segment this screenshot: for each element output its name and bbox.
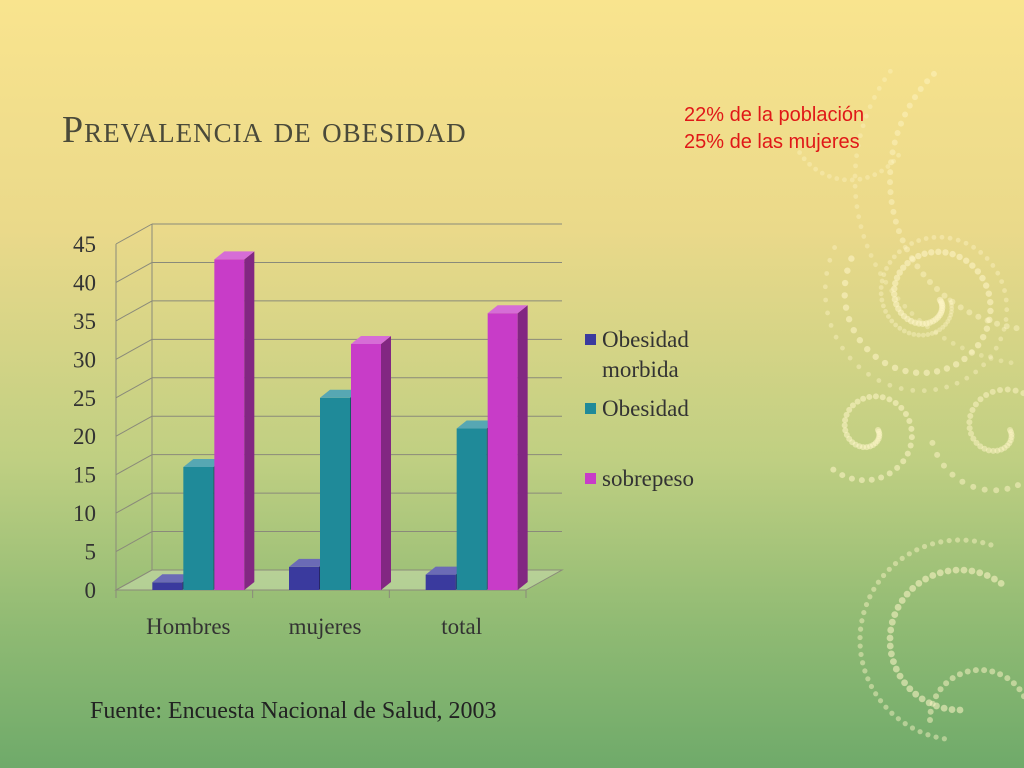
legend-swatch-sobrepeso: [585, 473, 596, 484]
bar-top: [289, 558, 329, 567]
bar-front: [456, 428, 487, 590]
bar: [487, 305, 528, 590]
gridline-diagonal: [115, 454, 153, 476]
y-tick-label: 30: [73, 347, 96, 372]
y-tick-label: 45: [73, 232, 96, 257]
legend-swatch-obesidad: [585, 403, 596, 414]
bar: [214, 251, 255, 590]
bar-front: [351, 343, 381, 590]
y-tick-label: 5: [85, 540, 97, 565]
gridline-diagonal: [115, 415, 153, 437]
bar-top: [487, 305, 528, 314]
bar-top: [351, 335, 391, 344]
gridline-diagonal: [115, 531, 153, 552]
bar-front: [320, 397, 350, 590]
gridline-diagonal: [115, 492, 153, 514]
gridline-diagonal: [115, 223, 153, 245]
women-note-line: 25% de las mujeres: [684, 131, 860, 153]
bar-top: [425, 566, 466, 575]
gridline-diagonal: [115, 338, 153, 360]
chart-tick-labels: 0 5 10 15 20 25 30 35 40 45 Hombres mujeres total: [73, 232, 482, 639]
bar-side: [517, 305, 528, 590]
y-tick-label: 10: [73, 501, 96, 526]
x-tick-label: total: [441, 614, 482, 639]
slide-title: Prevalencia de obesidad: [62, 109, 467, 151]
legend-label-obesidad-morbida: Obesidad morbida: [602, 327, 689, 382]
bar: [351, 335, 391, 590]
gridline-diagonal: [115, 377, 153, 399]
x-tick-label: mujeres: [289, 614, 362, 639]
gridline-diagonal: [115, 569, 153, 591]
legend-swatch-obesidad-morbida: [585, 334, 596, 345]
y-tick-label: 35: [73, 309, 96, 334]
bar-front: [487, 313, 518, 590]
bar-top: [152, 574, 193, 583]
population-note-line: 22% de la población: [684, 104, 865, 126]
y-tick-label: 20: [73, 424, 96, 449]
population-note: 22% de la población 25% de las mujeres: [684, 102, 864, 156]
y-tick-label: 25: [73, 386, 96, 411]
bar-top: [214, 251, 255, 260]
y-tick-label: 15: [73, 463, 96, 488]
bar-front: [425, 574, 456, 590]
bar-front: [183, 466, 214, 590]
bar-front: [214, 259, 245, 590]
y-tick-label: 0: [85, 578, 97, 603]
gridline-diagonal: [115, 300, 153, 322]
bar-front: [289, 566, 319, 590]
source-citation: Fuente: Encuesta Nacional de Salud, 2003: [90, 698, 497, 724]
bar-top: [183, 458, 224, 467]
y-tick-label: 40: [73, 270, 96, 295]
chart-bars: [152, 251, 528, 590]
bar-top: [456, 420, 497, 429]
bar-top: [320, 389, 360, 398]
bar-side: [244, 251, 255, 590]
legend-label-obesidad: Obesidad: [602, 396, 689, 421]
bar-side: [381, 335, 391, 590]
x-tick-label: Hombres: [146, 614, 230, 639]
bar-front: [152, 582, 183, 590]
legend-label-sobrepeso: sobrepeso: [602, 466, 694, 491]
gridline-diagonal: [115, 262, 153, 283]
